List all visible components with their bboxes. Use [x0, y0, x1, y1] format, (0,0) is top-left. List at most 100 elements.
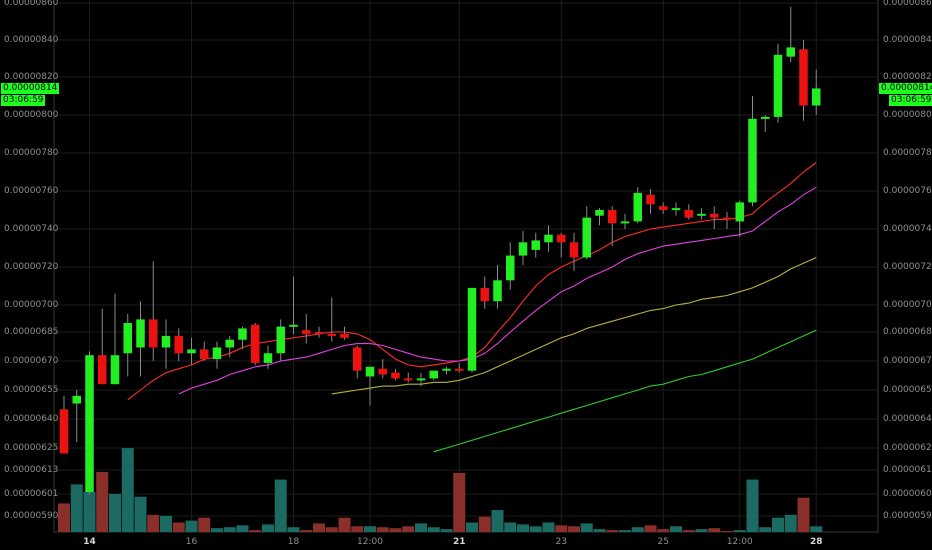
candle-body: [340, 333, 349, 338]
x-tick-label: 23: [555, 537, 567, 547]
candle-body: [786, 47, 795, 57]
volume-bar: [325, 527, 338, 532]
candle-body: [123, 323, 132, 354]
moving-average-line: [433, 329, 817, 453]
volume-bar: [300, 530, 313, 532]
y-tick-label-right: 0.00000800: [883, 110, 932, 120]
volume-bar: [759, 527, 772, 532]
candle-body: [404, 378, 413, 381]
candle-body: [544, 234, 553, 243]
price-candles: [59, 6, 821, 494]
volume-bars: [58, 448, 823, 532]
volume-bar: [746, 479, 759, 532]
volume-bar: [606, 530, 619, 532]
x-tick-label: 16: [185, 537, 198, 547]
volume-bar: [517, 524, 529, 532]
candle-body: [85, 355, 94, 492]
x-tick-label: 12:00: [357, 537, 383, 547]
candle-body: [225, 339, 234, 348]
y-tick-label-right: 0.00000685: [883, 327, 932, 337]
volume-bar: [682, 530, 695, 532]
volume-bar: [364, 526, 376, 532]
volume-bar: [491, 510, 504, 532]
volume-bar: [670, 526, 682, 532]
candle-body: [697, 213, 706, 216]
moving-average-line: [331, 256, 817, 395]
candle-body: [149, 319, 158, 348]
volume-bar: [542, 522, 555, 532]
candle-body: [200, 349, 209, 360]
y-tick-label-right: 0.00000625: [883, 443, 932, 453]
y-tick-label-left: 0.00000601: [4, 489, 59, 499]
candle-body: [735, 202, 744, 222]
y-tick-label-right: 0.00000670: [883, 356, 932, 366]
y-tick-label-right: 0.00000860: [883, 0, 932, 8]
candle-body: [748, 118, 757, 203]
candle-body: [416, 378, 426, 381]
candle-body: [161, 335, 171, 348]
candle-body: [72, 395, 81, 404]
volume-bar: [147, 514, 160, 532]
candle-body: [251, 324, 260, 363]
volume-bar: [262, 524, 274, 532]
candle-body: [378, 368, 387, 375]
y-tick-label-left: 0.00000640: [4, 414, 59, 424]
volume-bar: [172, 522, 185, 532]
y-tick-label-right: 0.00000780: [883, 148, 932, 158]
y-tick-label-right: 0.00000720: [883, 262, 932, 272]
candle-body: [582, 217, 591, 258]
candle-body: [212, 347, 222, 360]
candle-body: [646, 194, 655, 205]
volume-bar: [784, 514, 797, 532]
y-tick-label-left: 0.00000720: [4, 262, 59, 272]
candle-body: [302, 330, 311, 334]
volume-bar: [695, 529, 708, 532]
volume-bar: [453, 472, 466, 532]
volume-bar: [83, 491, 96, 532]
right-price-badge: 0.00000814: [879, 83, 932, 94]
y-tick-label-right: 0.00000655: [883, 385, 932, 395]
y-tick-label-right: 0.00000613: [883, 465, 932, 475]
candle-body: [365, 366, 375, 377]
volume-bar: [134, 496, 147, 532]
y-tick-label-left: 0.00000670: [4, 356, 59, 366]
volume-bar: [236, 525, 249, 532]
y-tick-label-left: 0.00000800: [4, 110, 59, 120]
candle-body: [773, 54, 783, 117]
candle-body: [812, 88, 821, 106]
y-tick-label-left: 0.00000860: [4, 0, 59, 8]
candle-body: [467, 287, 477, 371]
volume-bar: [223, 527, 236, 532]
volume-bar: [810, 526, 823, 532]
candle-body: [620, 221, 630, 224]
volume-bar: [160, 515, 172, 532]
y-tick-label-left: 0.00000780: [4, 148, 59, 158]
candle-body: [595, 210, 604, 216]
candle-body: [684, 210, 693, 218]
candle-body: [455, 368, 464, 371]
volume-bar: [287, 527, 300, 532]
x-tick-label: 14: [83, 537, 96, 547]
y-tick-label-left: 0.00000685: [4, 327, 59, 337]
volume-bar: [351, 526, 364, 532]
left-price-badge: 0.00000814: [1, 83, 60, 94]
candle-body: [518, 242, 528, 256]
candle-body: [608, 210, 617, 224]
y-tick-label-left: 0.00000840: [4, 35, 59, 45]
volume-bar: [466, 522, 478, 532]
y-tick-label-right: 0.00000760: [883, 186, 932, 196]
right-timer-badge: 03:06:59: [889, 95, 932, 106]
volume-bar: [568, 526, 580, 532]
x-tick-label: 21: [452, 537, 466, 547]
candle-body: [671, 208, 681, 211]
candle-body: [289, 324, 298, 327]
y-tick-label-left: 0.00000625: [4, 443, 59, 453]
candle-body: [327, 333, 336, 336]
volume-bar: [733, 530, 746, 532]
y-tick-label-left: 0.00000740: [4, 224, 59, 234]
volume-bar: [58, 503, 70, 532]
candle-body: [238, 328, 247, 340]
y-tick-label-right: 0.00000840: [883, 35, 932, 45]
left-timer-badge: 03:06:59: [1, 95, 46, 106]
